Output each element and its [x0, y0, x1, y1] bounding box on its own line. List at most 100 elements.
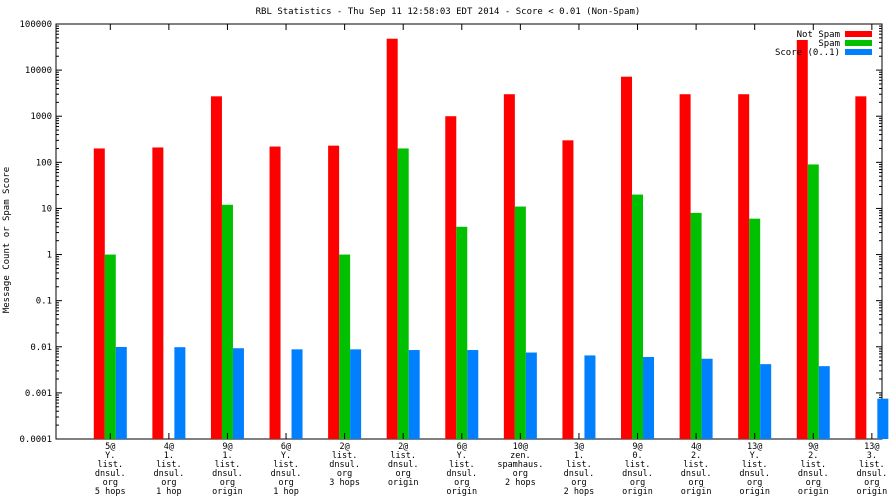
bar-not-spam — [152, 147, 164, 439]
bar-spam — [749, 218, 761, 439]
x-tick-label: org — [396, 469, 411, 479]
legend-swatch — [845, 31, 872, 37]
x-tick-label: 0. — [632, 451, 642, 461]
x-tick-label: origin — [622, 487, 653, 497]
bar-score-0-1 — [467, 350, 479, 439]
x-tick-label: 10@ — [513, 442, 528, 452]
x-tick-label: org — [747, 478, 762, 488]
x-tick-label: dnsul. — [564, 469, 595, 479]
bar-score-0-1 — [408, 350, 420, 439]
x-tick-label: list. — [566, 460, 592, 470]
x-tick-label: 2. — [691, 451, 701, 461]
x-tick-label: list. — [449, 460, 475, 470]
x-tick-label: Y. — [457, 451, 467, 461]
bar-not-spam — [269, 146, 281, 440]
bar-not-spam — [210, 96, 222, 440]
x-tick-label: 4@ — [164, 442, 174, 452]
x-tick-label: zen. — [510, 451, 530, 461]
x-tick-label: 5 hops — [95, 487, 126, 497]
x-tick-label: 2@ — [398, 442, 408, 452]
chart-title: RBL Statistics - Thu Sep 11 12:58:03 EDT… — [256, 7, 641, 17]
y-tick-label: 10 — [41, 204, 52, 214]
x-tick-label: origin — [856, 487, 887, 497]
x-tick-label: origin — [388, 478, 419, 488]
y-tick-label: 0.0001 — [19, 435, 52, 445]
x-tick-label: 1. — [222, 451, 232, 461]
bar-not-spam — [738, 94, 750, 440]
x-tick-label: 3. — [867, 451, 877, 461]
x-tick-label: list. — [273, 460, 299, 470]
bar-spam — [514, 206, 526, 439]
x-tick-label: origin — [212, 487, 243, 497]
x-tick-label: dnsul. — [154, 469, 185, 479]
bar-score-0-1 — [818, 366, 830, 439]
bar-not-spam — [93, 148, 105, 439]
x-tick-label: 13@ — [747, 442, 762, 452]
bar-not-spam — [796, 39, 808, 440]
x-tick-label: 9@ — [632, 442, 642, 452]
bars — [93, 38, 889, 440]
y-tick-label: 100 — [36, 158, 52, 168]
x-tick-label: org — [161, 478, 176, 488]
y-tick-label: 10000 — [25, 66, 52, 76]
x-tick-label: list. — [97, 460, 123, 470]
x-tick-label: 2. — [808, 451, 818, 461]
x-tick-label: 9@ — [222, 442, 232, 452]
x-tick-label: list. — [625, 460, 651, 470]
x-tick-label: dnsul. — [95, 469, 126, 479]
x-tick-label: spamhaus. — [497, 460, 543, 470]
bar-score-0-1 — [760, 364, 772, 439]
x-tick-label: dnsul. — [681, 469, 712, 479]
bar-score-0-1 — [115, 346, 127, 439]
y-tick-label: 1 — [47, 251, 52, 261]
x-tick-label: Y. — [750, 451, 760, 461]
bar-not-spam — [445, 116, 457, 439]
legend-label: Spam — [818, 39, 840, 49]
legend-label: Score (0..1) — [775, 48, 840, 58]
bar-spam — [397, 148, 409, 439]
x-tick-label: dnsul. — [388, 460, 419, 470]
y-tick-label: 100000 — [19, 20, 52, 30]
bar-not-spam — [621, 76, 633, 439]
bar-not-spam — [562, 140, 574, 439]
x-tick-label: dnsul. — [329, 460, 360, 470]
y-tick-label: 0.01 — [30, 343, 52, 353]
x-tick-label: org — [806, 478, 821, 488]
bar-not-spam — [328, 145, 340, 439]
x-tick-label: dnsul. — [446, 469, 477, 479]
x-tick-label: dnsul. — [798, 469, 829, 479]
bar-not-spam — [503, 94, 515, 440]
bar-spam — [807, 164, 819, 439]
x-tick-label: dnsul. — [271, 469, 302, 479]
bar-score-0-1 — [350, 349, 362, 439]
x-tick-label: 2 hops — [505, 478, 536, 488]
x-tick-label: dnsul. — [856, 469, 887, 479]
x-tick-label: Y. — [105, 451, 115, 461]
x-tick-label: 2@ — [339, 442, 349, 452]
bar-score-0-1 — [232, 348, 244, 439]
bar-spam — [339, 254, 351, 439]
x-tick-label: 5@ — [105, 442, 115, 452]
x-tick-label: org — [864, 478, 879, 488]
x-tick-label: org — [630, 478, 645, 488]
x-tick-label: list. — [742, 460, 768, 470]
bar-spam — [690, 212, 702, 439]
legend-swatch — [845, 49, 872, 55]
bar-not-spam — [679, 94, 691, 440]
y-tick-label: 0.001 — [25, 389, 52, 399]
x-tick-label: org — [337, 469, 352, 479]
x-tick-label: dnsul. — [212, 469, 243, 479]
x-tick-label: org — [220, 478, 235, 488]
x-tick-label: org — [454, 478, 469, 488]
legend-label: Not Spam — [797, 30, 840, 40]
x-tick-label: 2 hops — [564, 487, 595, 497]
x-tick-label: list. — [215, 460, 241, 470]
x-tick-label: list. — [859, 460, 885, 470]
bar-not-spam — [386, 38, 398, 439]
x-tick-label: list. — [332, 451, 358, 461]
x-tick-label: 1. — [164, 451, 174, 461]
x-tick-label: 6@ — [281, 442, 291, 452]
x-tick-label: origin — [798, 487, 829, 497]
